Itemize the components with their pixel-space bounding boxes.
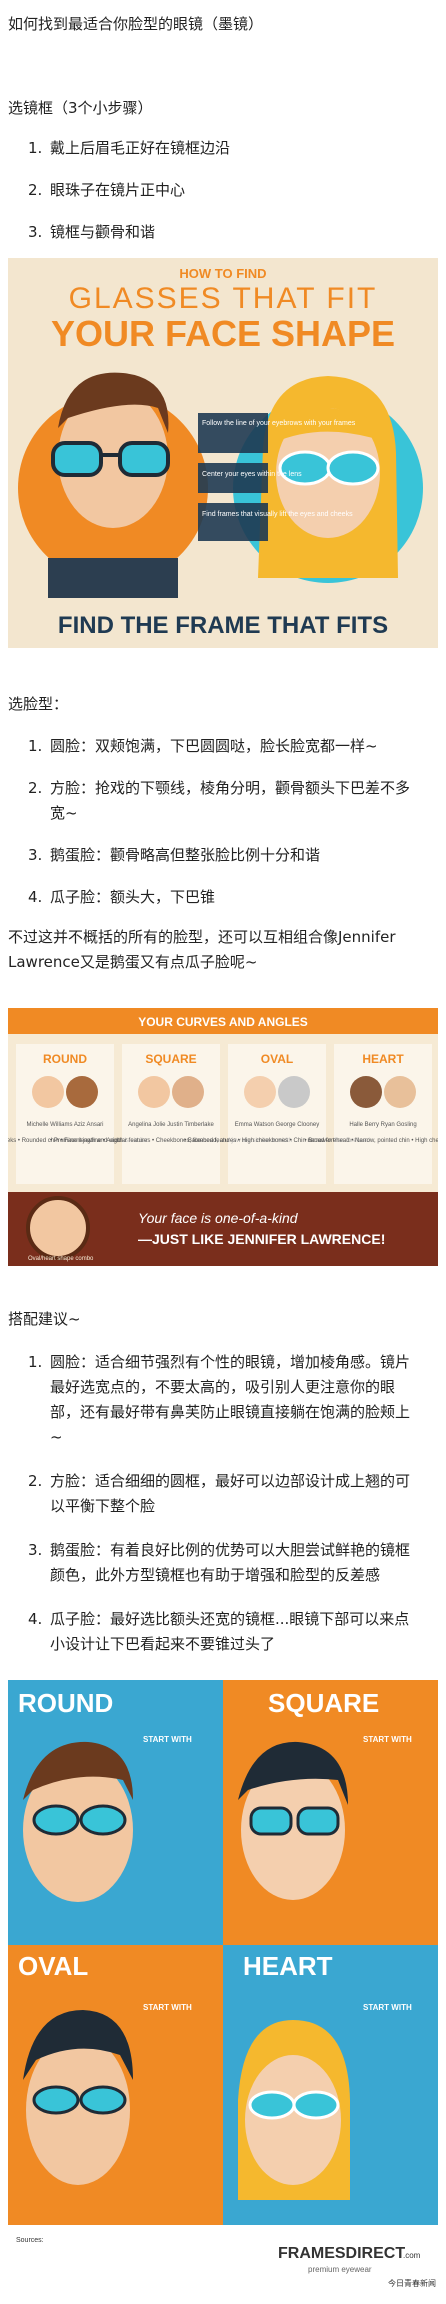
poster1-title-line2: YOUR FACE SHAPE [51, 313, 395, 354]
list-item: 3. 鹅蛋脸：颧骨略高但整张脸比例十分和谐 [28, 846, 321, 864]
poster3-sources: Sources: [16, 2237, 44, 2244]
svg-text:• Full cheeks • Rounded chin •: • Full cheeks • Rounded chin • Face leng… [8, 1138, 148, 1144]
list-item-continuation: 以平衡下整个脸 [50, 1497, 156, 1515]
list-item: 4. 瓜子脸：额头大，下巴锥 [28, 888, 216, 906]
list-item: 2. 方脸：抢戏的下颚线，棱角分明，颧骨额头下巴差不多 [28, 779, 411, 797]
list-item: 4. 瓜子脸：最好选比额头还宽的镜框...眼镜下部可以来点 [28, 1610, 410, 1628]
svg-text:START WITH: START WITH [143, 1735, 192, 1744]
list-item: 2. 眼珠子在镜片正中心 [28, 181, 186, 199]
brand-name: FRAMESDIRECT [278, 2245, 405, 2262]
poster2-caption: Oval/heart shape combo [28, 1256, 94, 1262]
poster2-quote-1: Your face is one-of-a-kind [138, 1210, 299, 1226]
section-heading-face-shapes: 选脸型： [8, 695, 69, 713]
list-item-continuation: 颜色，此外方型镜框也有助于增强和脸型的反差感 [50, 1566, 381, 1584]
section-heading-frames: 选镜框（3个小步骤） [8, 99, 153, 117]
page-title: 如何找到最适合你脸型的眼镜（墨镜） [8, 15, 264, 33]
panel-heart-label: HEART [243, 1951, 333, 1981]
list-item: 3. 镜框与颧骨和谐 [28, 223, 156, 241]
poster1-kicker: HOW TO FIND [179, 266, 266, 281]
poster-curves-and-angles: YOUR CURVES AND ANGLES ROUND Michelle Wi… [8, 1008, 438, 1266]
svg-text:Halle Berry Ryan Gosling: Halle Berry Ryan Gosling [349, 1122, 416, 1128]
panel-round-label: ROUND [18, 1688, 113, 1718]
list-item: 1. 圆脸：适合细节强烈有个性的眼镜，增加棱角感。镜片 [28, 1353, 411, 1371]
svg-text:OVAL: OVAL [261, 1052, 293, 1066]
poster2-quote-2: —JUST LIKE JENNIFER LAWRENCE! [138, 1231, 385, 1247]
poster1-tip-3: Find frames that visually lift the eyes … [202, 511, 353, 518]
list-item-continuation: 小设计让下巴看起来不要锥过头了 [50, 1635, 276, 1653]
poster1-footer: FIND THE FRAME THAT FITS [58, 612, 388, 639]
svg-text:HEART: HEART [362, 1052, 404, 1066]
svg-text:Emma Watson George Clooney: Emma Watson George Clooney [235, 1122, 319, 1128]
brand-tagline: premium eyewear [308, 2265, 372, 2274]
svg-text:• Prominent jawline • Angular: • Prominent jawline • Angular features •… [50, 1138, 292, 1144]
list-item-continuation: ~ [50, 1428, 63, 1446]
shape-square: SQUARE Angelina Jolie Justin Timberlake … [50, 1044, 292, 1184]
svg-text:START WITH: START WITH [363, 2003, 412, 2012]
svg-text:• Balanced features • High che: • Balanced features • High cheekbones • … [184, 1138, 370, 1144]
poster-glasses-face-shape: HOW TO FIND GLASSES THAT FIT YOUR FACE S… [8, 258, 438, 648]
poster1-tip-2: Center your eyes within the lens [202, 471, 302, 478]
list-item-continuation: 最好选宽点的，不要太高的，吸引别人更注意你的眼 [50, 1378, 396, 1396]
list-item-continuation: 部，还有最好带有鼻芙防止眼镜直接躺在饱满的脸颊上 [50, 1403, 411, 1421]
svg-text:SQUARE: SQUARE [145, 1052, 196, 1066]
poster2-title: YOUR CURVES AND ANGLES [138, 1015, 308, 1029]
svg-text:ROUND: ROUND [43, 1052, 87, 1066]
svg-text:Angelina Jolie Justin Timberla: Angelina Jolie Justin Timberlake [128, 1122, 214, 1128]
list-item: 1. 戴上后眉毛正好在镜框边沿 [28, 139, 231, 157]
shape-heart: HEART Halle Berry Ryan Gosling • Broad f… [304, 1044, 438, 1184]
list-item: 1. 圆脸：双颊饱满，下巴圆圆哒，脸长脸宽都一样~ [28, 737, 378, 755]
svg-text:START WITH: START WITH [143, 2003, 192, 2012]
svg-text:.com: .com [403, 2251, 421, 2260]
shape-oval: OVAL Emma Watson George Clooney • Balanc… [184, 1044, 370, 1184]
list-item: 2. 方脸：适合细细的圆框，最好可以边部设计成上翘的可 [28, 1472, 411, 1490]
note-line: 不过这并不概括的所有的脸型，还可以互相组合像Jennifer [8, 928, 396, 946]
watermark: 今日青春新闻 [388, 2278, 436, 2288]
svg-text:• Broad forehead • Narrow, poi: • Broad forehead • Narrow, pointed chin … [304, 1138, 438, 1144]
poster1-title-line1: GLASSES THAT FIT [69, 282, 378, 315]
panel-square-label: SQUARE [268, 1688, 379, 1718]
svg-text:Michelle Williams Aziz Ansari: Michelle Williams Aziz Ansari [26, 1122, 103, 1128]
shape-round: ROUND Michelle Williams Aziz Ansari • Fu… [8, 1044, 148, 1184]
list-item: 3. 鹅蛋脸：有着良好比例的优势可以大胆尝试鲜艳的镜框 [28, 1541, 411, 1559]
note-line: Lawrence又是鹅蛋又有点瓜子脸呢~ [8, 953, 258, 971]
section-heading-advice: 搭配建议~ [8, 1310, 81, 1328]
poster1-tip-1: Follow the line of your eyebrows with yo… [202, 420, 356, 427]
svg-text:START WITH: START WITH [363, 1735, 412, 1744]
list-item-continuation: 宽~ [50, 804, 78, 822]
poster-start-with: ROUND SQUARE OVAL HEART START WITH START… [8, 1680, 438, 2292]
panel-oval-label: OVAL [18, 1951, 88, 1981]
